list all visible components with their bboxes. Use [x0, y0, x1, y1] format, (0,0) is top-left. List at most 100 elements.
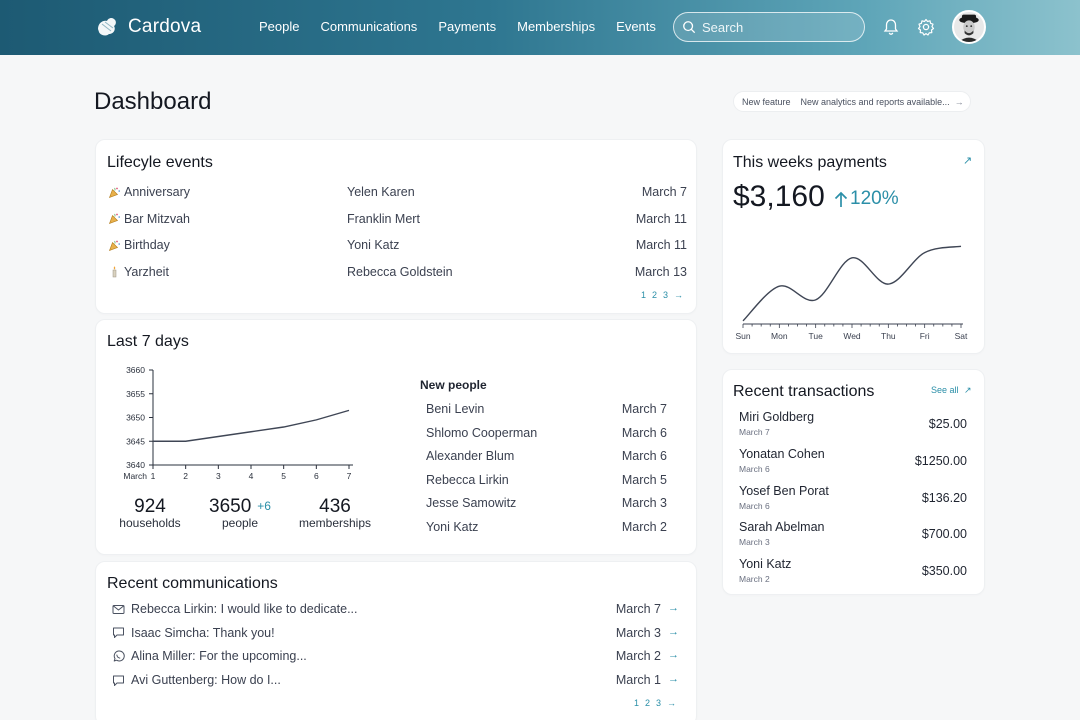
page-3-link[interactable]: 3 [663, 290, 669, 300]
stat-label: households [119, 516, 181, 530]
new-person-date: March 3 [621, 496, 667, 510]
arrow-right-icon[interactable]: → [668, 602, 679, 614]
app-name: Cardova [128, 16, 202, 37]
payments-line-chart: Sun Mon Tue Wed Thu Fri Sat [735, 245, 968, 341]
stat-value-line: 3650 +6 [190, 496, 290, 518]
communication-text: Avi Guttenberg: How do I... [131, 673, 281, 688]
nav-item-people[interactable]: People [259, 19, 300, 34]
stat-delta: +6 [257, 499, 271, 513]
lifecycle-event: Yarzheit [108, 265, 169, 279]
party-icon [108, 187, 120, 198]
stat-value-line: 436 [285, 496, 385, 518]
lifecycle-pagination: 1 2 3 → [641, 290, 683, 300]
stat-label: people [221, 516, 259, 530]
event-name: Bar Mitzvah [124, 211, 190, 226]
gear-icon[interactable] [917, 18, 935, 36]
x-tick-label: Sat [955, 331, 968, 341]
x-tick-label: 7 [347, 471, 352, 481]
lifecycle-event: Birthday [108, 238, 170, 252]
transaction-amount: $700.00 [921, 527, 967, 542]
logo-icon [98, 17, 116, 36]
x-tick-label: Wed [843, 331, 861, 341]
weekly-payments-title: This weeks payments [733, 154, 887, 171]
x-tick-label: 3 [216, 471, 221, 481]
weekly-payments-amount: $3,160 [733, 180, 825, 213]
new-people-title: New people [420, 378, 487, 392]
nav-item-payments[interactable]: Payments [438, 19, 497, 34]
transaction-name: Yonatan Cohen [739, 446, 825, 461]
chat-icon [113, 675, 124, 686]
new-person-date: March 7 [621, 402, 667, 416]
x-axis-label: March [123, 471, 147, 481]
transaction-date: March 6 [739, 463, 770, 474]
last-7-days-card: Last 7 days 3660 3655 3650 3645 3640 1 2 3 4 5 6 7 M… [95, 319, 697, 555]
mail-icon [112, 604, 125, 614]
arrow-right-icon[interactable]: → [668, 649, 679, 662]
transaction-date: March 3 [739, 537, 770, 548]
arrow-right-icon[interactable]: → [668, 625, 679, 638]
transaction-date: March 7 [739, 427, 770, 437]
event-person: Yelen Karen [347, 185, 415, 199]
lifecycle-events-title: Lifecyle events [107, 154, 213, 171]
see-all-link[interactable]: See all ↗ [931, 385, 972, 396]
x-tick-label: 5 [281, 471, 286, 481]
y-tick-label: 3660 [126, 365, 145, 375]
y-tick-label: 3650 [126, 413, 145, 423]
bell-icon[interactable] [882, 18, 900, 36]
communication-date: March 3 [615, 625, 661, 640]
arrow-up-icon [834, 191, 848, 207]
stat-value: 436 [319, 496, 351, 517]
x-tick-label: 6 [314, 471, 319, 481]
expand-arrow-icon[interactable]: ↗ [963, 155, 973, 167]
lifecycle-event: Anniversary [108, 185, 190, 199]
next-page-icon[interactable]: → [667, 698, 677, 708]
user-avatar[interactable] [952, 10, 986, 44]
new-person-date: March 5 [621, 472, 667, 487]
new-person-name: Alexander Blum [426, 449, 515, 463]
new-person-date: March 2 [621, 519, 667, 534]
app-logo[interactable]: Cardova [95, 15, 201, 39]
search-box[interactable] [673, 12, 865, 42]
page-1-link[interactable]: 1 [641, 290, 647, 300]
event-date: March 11 [635, 238, 687, 252]
new-person-date: March 6 [621, 449, 667, 463]
stat-label: memberships [298, 516, 372, 530]
y-tick-label: 3655 [126, 389, 145, 399]
avatar-image [954, 12, 984, 42]
communication-item: Avi Guttenberg: How do I... [112, 673, 281, 687]
stat-block: 436 memberships [285, 496, 385, 530]
transaction-date: March 6 [739, 500, 770, 511]
next-page-icon[interactable]: → [674, 290, 684, 300]
page-3-link[interactable]: 3 [656, 698, 662, 708]
payments-change-value: 120% [850, 188, 899, 209]
y-tick-label: 3645 [126, 436, 145, 446]
top-navigation-bar: Cardova People Communications Payments M… [0, 0, 1080, 55]
x-tick-label: Sun [735, 331, 750, 341]
search-input[interactable] [702, 19, 852, 35]
new-feature-banner[interactable]: New feature New analytics and reports av… [733, 91, 971, 112]
event-person: Yoni Katz [347, 238, 400, 252]
page-1-link[interactable]: 1 [634, 698, 640, 708]
event-date: March 7 [641, 185, 687, 199]
transaction-name: Yoni Katz [739, 557, 792, 572]
nav-item-memberships[interactable]: Memberships [517, 19, 596, 34]
page-title: Dashboard [94, 88, 212, 115]
new-person-name: Shlomo Cooperman [426, 425, 538, 440]
page-2-link[interactable]: 2 [652, 290, 658, 300]
party-icon [108, 213, 120, 225]
arrow-right-icon[interactable]: → [668, 673, 679, 686]
party-icon [108, 240, 120, 251]
page-2-link[interactable]: 2 [645, 698, 651, 708]
nav-item-communications[interactable]: Communications [320, 19, 418, 34]
communication-text: Alina Miller: For the upcoming... [131, 649, 307, 664]
see-all-label: See all [931, 385, 959, 395]
search-icon [683, 21, 696, 34]
nav-item-events[interactable]: Events [616, 19, 656, 34]
communication-date: March 1 [615, 673, 661, 688]
stat-value: 3650 [209, 496, 252, 517]
y-tick-label: 3640 [126, 460, 145, 470]
communications-pagination: 1 2 3 → [634, 698, 676, 708]
x-tick-label: Tue [808, 331, 823, 341]
x-tick-label: Fri [920, 331, 930, 341]
x-tick-label: Mon [771, 331, 788, 341]
